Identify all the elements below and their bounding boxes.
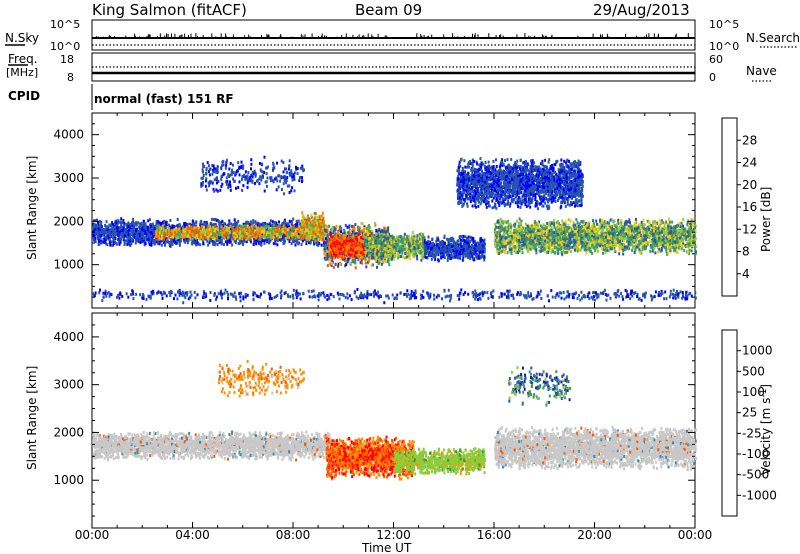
heatmap-cell — [228, 222, 230, 225]
heatmap-cell — [132, 218, 134, 221]
heatmap-cell — [119, 221, 121, 224]
heatmap-cell — [221, 243, 223, 246]
heatmap-cell — [111, 240, 113, 243]
nsky-tick-bottom: 10^0 — [50, 40, 80, 53]
heatmap-cell — [163, 220, 165, 223]
heatmap-cell — [100, 221, 102, 224]
heatmap-cell — [139, 235, 141, 238]
heatmap-cell — [157, 220, 159, 223]
nsky-panel: N.Sky 10^5 10^0 10^5 10^0 N.Search — [5, 18, 800, 53]
heatmap-cell — [278, 221, 280, 224]
power-panel: 4000300020001000 Slant Range [km] — [25, 113, 697, 308]
heatmap-cell — [152, 235, 154, 238]
heatmap-cell — [231, 244, 233, 247]
heatmap-cell — [305, 242, 307, 245]
heatmap-cell — [295, 239, 297, 242]
heatmap-cell — [126, 223, 128, 226]
heatmap-cell — [156, 222, 158, 225]
heatmap-cell — [287, 223, 289, 226]
freq-tick-bottom: 8 — [67, 71, 74, 84]
heatmap-cell — [187, 241, 189, 244]
heatmap-cell — [228, 219, 230, 222]
heatmap-cell — [234, 218, 236, 221]
nsky-label: N.Sky — [5, 31, 39, 45]
heatmap-cell — [169, 219, 171, 222]
heatmap-cell — [128, 236, 130, 239]
heatmap-cell — [111, 244, 113, 247]
heatmap-cell — [130, 242, 132, 245]
heatmap-cell — [145, 222, 147, 225]
heatmap-cell — [131, 238, 133, 241]
nsky-tick-top: 10^5 — [50, 18, 80, 31]
heatmap-cell — [270, 219, 272, 222]
heatmap-cell — [195, 221, 197, 224]
heatmap-cell — [106, 220, 108, 223]
heatmap-cell — [235, 241, 237, 244]
nave-label: Nave — [746, 64, 777, 78]
heatmap-cell — [109, 244, 111, 247]
heatmap-cell — [212, 243, 214, 246]
heatmap-cell — [149, 243, 151, 246]
heatmap-cell — [241, 240, 243, 243]
cpid-label: CPID — [8, 89, 40, 103]
heatmap-cell — [253, 221, 255, 224]
heatmap-cell — [217, 243, 219, 246]
heatmap-cell — [115, 221, 117, 224]
freq-tick-top: 18 — [60, 53, 74, 66]
heatmap-cell — [104, 224, 106, 227]
figure: King Salmon (fitACF) Beam 09 29/Aug/2013… — [0, 0, 800, 554]
heatmap-cell — [255, 242, 257, 245]
heatmap-cell — [273, 242, 275, 245]
heatmap-cell — [283, 242, 285, 245]
heatmap-cell — [126, 243, 128, 246]
nave-tick-top: 60 — [709, 53, 723, 66]
heatmap-cell — [165, 241, 167, 244]
heatmap-cell — [177, 218, 179, 221]
beam-label: Beam 09 — [355, 1, 422, 19]
heatmap-cell — [134, 236, 136, 239]
nsearch-tick-top: 10^5 — [709, 18, 739, 31]
heatmap-cell — [269, 240, 271, 243]
heatmap-cell — [226, 243, 228, 246]
heatmap-cell — [215, 218, 217, 221]
heatmap-cell — [223, 243, 225, 246]
heatmap-cell — [321, 244, 323, 247]
heatmap-cell — [116, 226, 118, 229]
heatmap-cell — [213, 218, 215, 221]
heatmap-cell — [192, 241, 194, 244]
heatmap-cell — [255, 220, 257, 223]
nsearch-tick-bottom: 10^0 — [709, 40, 739, 53]
heatmap-cell — [225, 240, 227, 243]
nave-tick-bottom: 0 — [709, 71, 716, 84]
heatmap-cell — [136, 223, 138, 226]
heatmap-cell — [298, 242, 300, 245]
heatmap-cell — [238, 242, 240, 245]
heatmap-cell — [179, 244, 181, 247]
heatmap-cell — [160, 222, 162, 225]
freq-unit-label: [MHz] — [6, 66, 38, 79]
heatmap-cell — [115, 232, 117, 235]
heatmap-cell — [149, 218, 151, 221]
heatmap-cell — [101, 225, 103, 228]
freq-panel: Freq. [MHz] 18 8 60 0 Nave — [6, 52, 777, 84]
station-title: King Salmon (fitACF) — [92, 1, 247, 19]
freq-label: Freq. — [8, 52, 38, 66]
date-label: 29/Aug/2013 — [593, 1, 690, 19]
heatmap-cell — [111, 221, 113, 224]
cpid-text: normal (fast) 151 RF — [94, 92, 234, 106]
heatmap-cell — [199, 243, 201, 246]
heatmap-cell — [291, 222, 293, 225]
heatmap-cell — [221, 220, 223, 223]
heatmap-cell — [295, 244, 297, 247]
heatmap-cell — [263, 242, 265, 245]
nsearch-label: N.Search — [746, 31, 800, 45]
heatmap-cell — [211, 218, 213, 221]
heatmap-cell — [292, 218, 294, 221]
heatmap-cell — [131, 222, 133, 225]
